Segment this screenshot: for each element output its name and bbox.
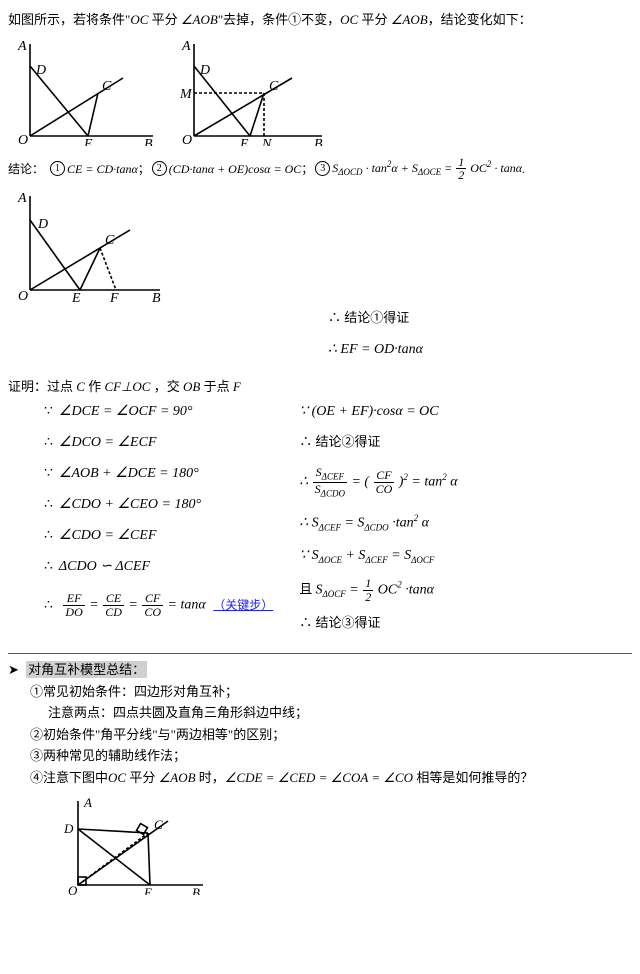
l2: ∵∠AOB + ∠DCE = 180° xyxy=(44,463,273,484)
figure-3: A D C O E F B xyxy=(8,188,168,303)
intro-angle2: ∠AOB xyxy=(391,12,428,27)
figures-row-1: A D C O E B A D C M O E N B xyxy=(8,36,632,146)
fig1-C: C xyxy=(102,79,112,94)
keystep: （关键步） xyxy=(213,598,273,612)
circle-3: 3 xyxy=(315,161,330,176)
proof-section: 证明：过点 C 作 CF⊥OC ，交 OB 于点 F ∵∠DCE = ∠OCF … xyxy=(8,377,632,640)
proof-intro: 证明：过点 C 作 CF⊥OC ，交 OB 于点 F xyxy=(8,377,632,397)
intro-oc: OC xyxy=(130,12,148,27)
right-pre-col: ∴ 结论①得证 ∴ EF = OD·tanα xyxy=(328,303,632,365)
fig3-F: F xyxy=(109,291,119,303)
fig1-D: D xyxy=(35,63,46,78)
fig2-D: D xyxy=(199,63,210,78)
intro-prefix: 如图所示，若将条件" xyxy=(8,12,130,27)
fig1-A: A xyxy=(17,39,27,54)
conclusions-line: 结论： 1 CE = CD·tanα ； 2 (CD·tanα + OE)cos… xyxy=(8,156,632,182)
fig4-D: D xyxy=(63,821,74,836)
r-frac: ∴ SΔCEF SΔCDO = ( CFCO )2 = tan2 α xyxy=(299,466,457,499)
fig1-B: B xyxy=(144,137,153,146)
fig3-O: O xyxy=(18,289,28,303)
proof-columns: ∵∠DCE = ∠OCF = 90° ∴∠DCO = ∠ECF ∵∠AOB + … xyxy=(8,396,632,639)
fig4-E: E xyxy=(143,885,152,895)
figure-4: A D C O E B xyxy=(58,795,208,895)
figure-1: A D C O E B xyxy=(8,36,158,146)
fig2-C: C xyxy=(269,79,279,94)
r2: ∵ (OE + EF)·cosα = OC xyxy=(299,401,457,422)
intro-angle: ∠AOB xyxy=(181,12,218,27)
intro-oc2: OC xyxy=(340,12,358,27)
sep2: ； xyxy=(301,160,313,178)
arrow-icon: ➤ xyxy=(8,662,19,677)
fig3-B: B xyxy=(152,291,161,303)
proof-left-col: ∵∠DCE = ∠OCF = 90° ∴∠DCO = ∠ECF ∵∠AOB + … xyxy=(8,396,273,639)
conc2-b: tanα + OE)cosα = OC xyxy=(192,160,301,178)
summary-box: ➤ 对角互补模型总结： ①常见初始条件：四边形对角互补； 注意两点：四点共圆及直… xyxy=(8,653,632,895)
l5: ∴ΔCDO ∽ ΔCEF xyxy=(44,556,273,577)
fig3-E: E xyxy=(71,291,81,303)
summary-header: ➤ 对角互补模型总结： xyxy=(8,660,632,680)
sum-l3: ③两种常见的辅助线作法； xyxy=(30,746,632,766)
r-pre-0: ∴ 结论①得证 xyxy=(328,308,632,329)
l-ratio: ∴ EFDO = CECD = CFCO = tanα （关键步） xyxy=(44,592,273,618)
intro-mid3: 平分 xyxy=(358,12,391,27)
proof-right-col: ∵ (OE + EF)·cosα = OC ∴ 结论②得证 ∴ SΔCEF SΔ… xyxy=(299,396,457,639)
l3: ∴∠CDO + ∠CEO = 180° xyxy=(44,494,273,515)
l1: ∴∠DCO = ∠ECF xyxy=(44,432,273,453)
conc1-a: CE = CD xyxy=(67,160,113,178)
conc1-b: tanα xyxy=(116,160,138,178)
fig4-B: B xyxy=(192,885,200,895)
r-s3: 且 SΔOCF = 12 OC2 ·tanα xyxy=(299,577,457,603)
conc-label: 结论： xyxy=(8,160,44,178)
fig4-A: A xyxy=(83,795,92,810)
fig4-C: C xyxy=(154,817,163,832)
fig3-C: C xyxy=(105,233,115,248)
sum-l1b: 注意两点：四点共圆及直角三角形斜边中线； xyxy=(48,703,632,723)
fig1-O: O xyxy=(18,133,28,146)
conc2-a: (CD xyxy=(169,160,190,178)
summary-title: 对角互补模型总结： xyxy=(26,661,147,678)
sum-l2: ②初始条件"角平分线"与"两边相等"的区别； xyxy=(30,725,632,745)
sep1: ； xyxy=(138,160,150,178)
fig1-E: E xyxy=(83,137,93,146)
sum-l4: ④注意下图中OC 平分 ∠AOB 时，∠CDE = ∠CED = ∠COA = … xyxy=(30,768,632,788)
fig2-M: M xyxy=(179,87,193,102)
circle-2: 2 xyxy=(152,161,167,176)
intro-mid2: "去掉，条件①不变， xyxy=(218,12,340,27)
circle-1: 1 xyxy=(50,161,65,176)
intro-suffix: ，结论变化如下： xyxy=(428,12,532,27)
fig2-E: E xyxy=(239,137,249,146)
period: . xyxy=(522,160,525,178)
fig3-A: A xyxy=(17,191,27,206)
l4: ∴∠CDO = ∠CEF xyxy=(44,525,273,546)
fig2-B: B xyxy=(314,137,323,146)
r-s2: ∵ SΔOCE + SΔCEF = SΔOCF xyxy=(299,545,457,567)
fig4-O: O xyxy=(68,883,78,895)
figure-2: A D C M O E N B xyxy=(172,36,332,146)
fig2-N: N xyxy=(261,137,272,146)
conc3: SΔOCD · tan2α + SΔOCE = 12 OC2 · tanα xyxy=(332,156,522,182)
r-end: ∴ 结论③得证 xyxy=(299,613,457,634)
r-s1: ∴ SΔCEF = SΔCDO ·tan2 α xyxy=(299,512,457,535)
r-pre-1: ∴ EF = OD·tanα xyxy=(328,339,632,360)
fig2-A: A xyxy=(181,39,191,54)
figure-4-wrap: A D C O E B xyxy=(58,795,632,895)
l0: ∵∠DCE = ∠OCF = 90° xyxy=(44,401,273,422)
intro-mid: 平分 xyxy=(148,12,181,27)
fig2-O: O xyxy=(182,133,192,146)
r3: ∴ 结论②得证 xyxy=(299,432,457,453)
fig3-D: D xyxy=(37,217,48,232)
sum-l1: ①常见初始条件：四边形对角互补； xyxy=(30,682,632,702)
intro-line: 如图所示，若将条件"OC 平分 ∠AOB"去掉，条件①不变，OC 平分 ∠AOB… xyxy=(8,10,632,30)
